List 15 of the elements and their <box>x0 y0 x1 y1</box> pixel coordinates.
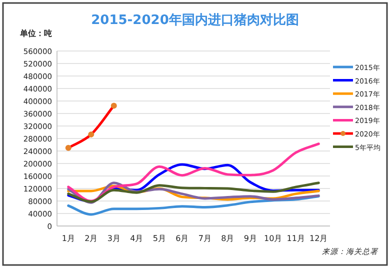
x-tick-label: 4月 <box>130 234 144 243</box>
chart-title: 2015-2020年国内进口猪肉对比图 <box>91 13 299 28</box>
x-tick-label: 7月 <box>198 234 212 243</box>
x-tick-label: 11月 <box>286 234 305 243</box>
y-axis-title: 单位：吨 <box>19 29 52 38</box>
x-tick-label: 6月 <box>176 234 189 243</box>
x-tick-label: 3月 <box>107 234 120 243</box>
x-tick-label: 1月 <box>62 234 75 243</box>
x-tick-label: 5月 <box>152 234 166 243</box>
x-tick-label: 12月 <box>310 234 328 243</box>
x-tick-label: 10月 <box>264 234 282 243</box>
line-series <box>67 142 320 202</box>
x-tick-label: 2月 <box>84 234 98 243</box>
x-tick-label: 9月 <box>244 234 257 243</box>
x-tick-label: 8月 <box>221 234 234 243</box>
